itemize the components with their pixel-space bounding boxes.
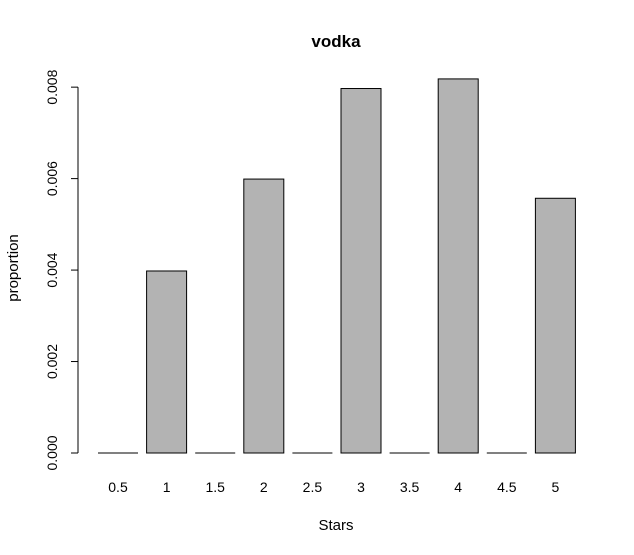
bar bbox=[146, 270, 188, 454]
y-axis-label: proportion bbox=[5, 234, 22, 302]
x-tick-label: 4.5 bbox=[497, 479, 517, 495]
x-tick-label: 4 bbox=[454, 479, 462, 495]
bar bbox=[340, 88, 382, 454]
x-tick-label: 1.5 bbox=[205, 479, 225, 495]
x-tick-label: 3 bbox=[357, 479, 365, 495]
y-axis: 0.000 0.002 0.004 0.006 0.008 bbox=[44, 69, 79, 471]
x-tick-label: 2 bbox=[260, 479, 268, 495]
y-tick-label: 0.004 bbox=[44, 252, 60, 287]
x-tick-label: 0.5 bbox=[108, 479, 128, 495]
y-tick-label: 0.000 bbox=[44, 435, 60, 470]
x-tick-label: 3.5 bbox=[400, 479, 420, 495]
bar bbox=[534, 197, 576, 454]
bar bbox=[243, 178, 285, 454]
x-tick-label: 5 bbox=[552, 479, 560, 495]
x-tick-label: 2.5 bbox=[303, 479, 323, 495]
x-tick-label: 1 bbox=[163, 479, 171, 495]
y-tick-label: 0.006 bbox=[44, 161, 60, 196]
bars-group bbox=[98, 78, 576, 454]
bar bbox=[437, 78, 479, 454]
chart-title: vodka bbox=[311, 32, 361, 51]
y-tick-label: 0.002 bbox=[44, 344, 60, 379]
x-axis-label: Stars bbox=[318, 517, 353, 534]
y-tick-label: 0.008 bbox=[44, 69, 60, 104]
x-tick-labels: 0.5 1 1.5 2 2.5 3 3.5 4 4.5 5 bbox=[108, 479, 559, 495]
